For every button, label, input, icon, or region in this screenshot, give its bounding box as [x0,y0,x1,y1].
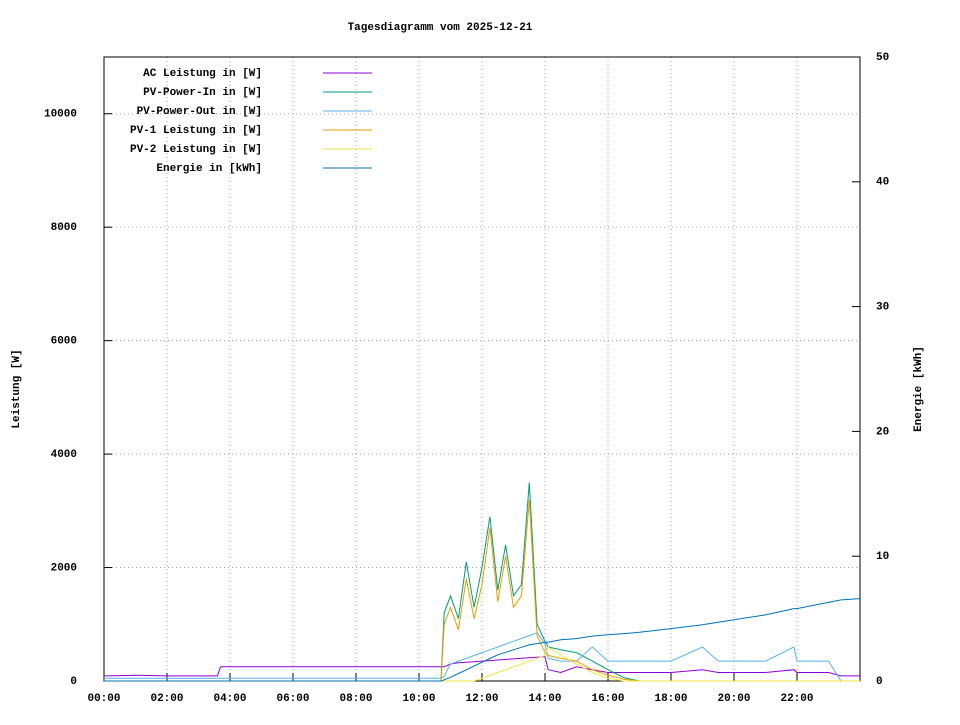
x-tick-label: 08:00 [339,693,372,705]
y-tick-label: 2000 [51,562,77,574]
x-tick-label: 04:00 [213,693,246,705]
x-tick-label: 18:00 [654,693,687,705]
y-tick-label: 10000 [44,109,77,121]
x-tick-label: 02:00 [150,693,183,705]
series-line [103,656,860,677]
legend-label: PV-1 Leistung in [W] [130,125,262,137]
y-tick-label: 6000 [51,336,77,348]
y2-tick-label: 0 [876,676,883,688]
legend-label: PV-Power-Out in [W] [137,106,262,118]
plot-border [103,56,861,682]
y2-tick-label: 50 [876,52,889,64]
y-tick-label: 8000 [51,222,77,234]
y2-tick-label: 40 [876,177,889,189]
legend-label: Energie in [kWh] [156,163,262,175]
legend-label: PV-Power-In in [W] [143,87,262,99]
x-tick-label: 16:00 [591,693,624,705]
y2-tick-label: 30 [876,302,889,314]
x-tick-label: 00:00 [87,693,120,705]
chart-title: Tagesdiagramm vom 2025-12-21 [348,22,533,34]
y-tick-label: 4000 [51,449,77,461]
y-tick-label: 0 [70,676,77,688]
x-tick-label: 06:00 [276,693,309,705]
y-axis-label: Leistung [W] [11,349,23,428]
x-tick-label: 14:00 [528,693,561,705]
x-tick-label: 20:00 [717,693,750,705]
legend-label: PV-2 Leistung in [W] [130,144,262,156]
legend-label: AC Leistung in [W] [143,68,262,80]
x-tick-label: 22:00 [780,693,813,705]
series-line [104,598,861,682]
x-tick-label: 10:00 [402,693,435,705]
x-tick-label: 12:00 [465,693,498,705]
series-line [104,632,860,682]
y2-tick-label: 20 [876,426,889,438]
y2-tick-label: 10 [876,551,889,563]
y2-axis-label: Energie [kWh] [913,346,925,432]
